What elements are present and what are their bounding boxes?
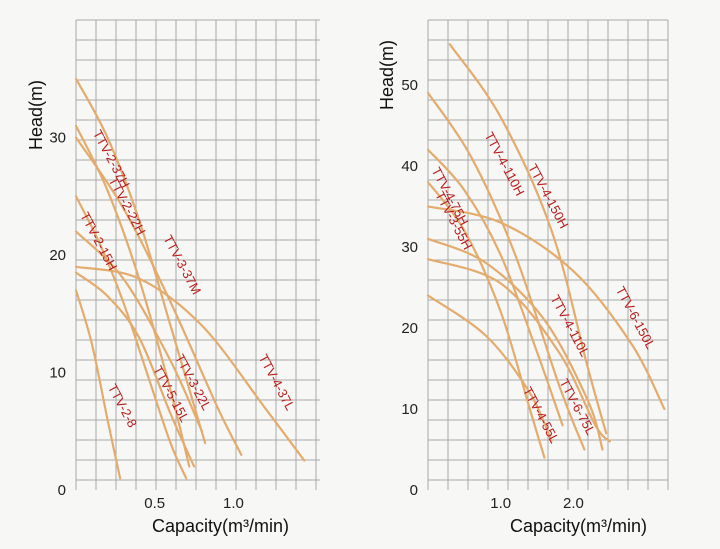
right-xtick-label: 2.0 xyxy=(563,495,584,512)
left-curve-ttv-3-37m xyxy=(74,136,243,456)
right-ytick-label: 30 xyxy=(401,239,418,256)
right-ytick-label: 50 xyxy=(401,77,418,94)
left-chart-grid xyxy=(75,19,320,490)
right-xtick-label: 1.0 xyxy=(490,495,511,512)
right-ytick-label: 10 xyxy=(401,401,418,418)
right-chart-ylabel: Head(m) xyxy=(377,40,397,110)
left-ytick-label: 10 xyxy=(49,365,66,382)
right-label-ttv-4-55l: TTV-4-55L xyxy=(520,384,562,445)
right-curve-ttv-4-110h xyxy=(426,91,586,451)
right-ytick-label: 40 xyxy=(401,158,418,175)
right-curve-ttv-6-75l xyxy=(426,258,611,443)
left-label-ttv-3-37m: TTV-3-37M xyxy=(160,232,204,296)
right-curve-ttv-4-150h xyxy=(448,43,608,435)
left-ytick-label: 20 xyxy=(49,247,66,264)
left-curve-ttv-5-15l xyxy=(74,271,196,468)
left-curve-ttv-3-22l xyxy=(74,230,203,433)
left-chart-tick-labels: 0 10 20 30 0.5 1.0 xyxy=(49,130,244,513)
left-ytick-label: 30 xyxy=(49,130,66,147)
left-curve-ttv-2-37h xyxy=(74,77,207,445)
left-chart-ylabel: Head(m) xyxy=(26,80,46,150)
left-xtick-label: 0.5 xyxy=(144,495,165,512)
right-chart-tick-labels: 0 10 20 30 40 50 1.0 2.0 xyxy=(401,77,584,512)
right-label-ttv-6-150l: TTV-6-150L xyxy=(613,284,658,352)
right-curve-ttv-4-75h xyxy=(426,148,564,427)
left-chart-xlabel: Capacity(m³/min) xyxy=(152,516,289,536)
right-curve-ttv-4-55l xyxy=(426,294,553,443)
right-curve-ttv-3-55h xyxy=(426,181,546,459)
left-ytick-label: 0 xyxy=(58,482,66,499)
right-ytick-label: 20 xyxy=(401,320,418,337)
right-chart-xlabel: Capacity(m³/min) xyxy=(510,516,647,536)
right-curve-ttv-6-150l xyxy=(426,205,666,411)
right-chart-curves xyxy=(426,43,666,459)
left-curve-ttv-2-15h xyxy=(74,195,188,480)
left-label-ttv-2-8: TTV-2-8 xyxy=(105,381,140,430)
right-chart-curve-labels: TTV-4-150HTTV-4-110HTTV-4-75HTTV-3-55HTT… xyxy=(429,129,659,445)
left-label-ttv-2-15h: TTV-2-15H xyxy=(77,210,120,273)
left-curve-ttv-2-8 xyxy=(74,289,122,480)
right-ytick-label: 0 xyxy=(410,482,418,499)
left-curve-ttv-4-37l xyxy=(74,265,306,462)
left-xtick-label: 1.0 xyxy=(223,495,244,512)
right-pump-chart: TTV-4-150HTTV-4-110HTTV-4-75HTTV-3-55HTT… xyxy=(377,19,669,536)
right-label-ttv-4-110l: TTV-4-110L xyxy=(548,292,593,359)
left-chart-curves xyxy=(74,77,306,480)
right-curve-ttv-4-110l xyxy=(426,237,604,451)
